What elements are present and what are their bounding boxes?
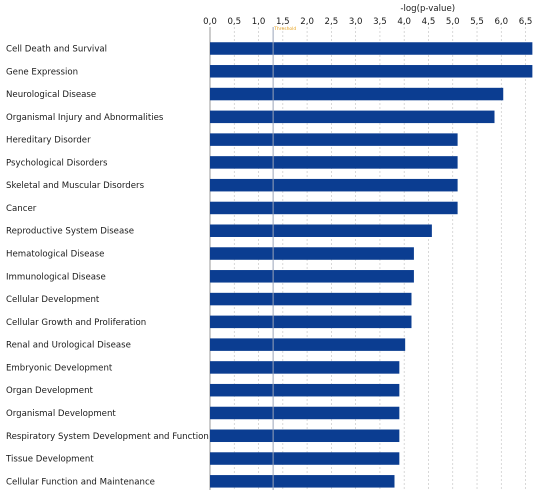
- x-tick-label: 0,0: [203, 17, 217, 27]
- x-tick-label: 2,5: [325, 17, 339, 27]
- category-label: Gene Expression: [6, 67, 78, 77]
- x-tick-label: 6,0: [494, 17, 508, 27]
- category-label: Respiratory System Development and Funct…: [6, 432, 209, 442]
- bar: [210, 178, 458, 192]
- x-tick-label: 1,5: [276, 17, 290, 27]
- x-tick-label: 5,0: [446, 17, 460, 27]
- x-tick-label: 1,0: [252, 17, 266, 27]
- category-label: Cellular Development: [6, 295, 100, 305]
- bar: [210, 429, 400, 443]
- category-label: Organismal Injury and Abnormalities: [6, 113, 164, 123]
- x-axis-ticks: 0,0 0,5 1,0 1,5 2,0 2,5 3,0 3,5 4,0 4,5 5,0 5,5 6,0 6…: [203, 17, 532, 27]
- x-tick-label: 2,0: [300, 17, 314, 27]
- bar: [210, 475, 395, 488]
- bar: [210, 338, 406, 351]
- category-label: Reproductive System Disease: [6, 227, 134, 237]
- category-label: Skeletal and Muscular Disorders: [6, 181, 145, 191]
- category-label: Immunological Disease: [6, 272, 106, 282]
- bar: [210, 361, 400, 374]
- category-label: Embryonic Development: [6, 363, 113, 373]
- category-label: Renal and Urological Disease: [6, 341, 131, 351]
- bar: [210, 270, 414, 283]
- category-label: Hematological Disease: [6, 250, 104, 260]
- category-label: Neurological Disease: [6, 90, 96, 100]
- category-labels: Cell Death and Survival Gene Expression Ne…: [5, 45, 209, 488]
- bar: [210, 156, 458, 169]
- bar: [210, 65, 533, 78]
- x-tick-label: 3,0: [349, 17, 363, 27]
- chart-bars: [210, 42, 533, 488]
- category-label: Cell Death and Survival: [6, 45, 107, 55]
- category-label: Cancer: [6, 204, 37, 214]
- category-label: Psychological Disorders: [6, 158, 108, 168]
- threshold-label: Threshold: [273, 26, 296, 32]
- bar: [210, 315, 412, 329]
- category-label: Tissue Development: [5, 455, 94, 465]
- bar: [210, 87, 504, 101]
- bar: [210, 133, 458, 146]
- bar: [210, 292, 412, 306]
- x-tick-label: 4,0: [397, 17, 411, 27]
- x-tick-label: 3,5: [373, 17, 387, 27]
- x-tick-label: 0,5: [227, 17, 241, 27]
- bar: [210, 201, 458, 215]
- bar: [210, 452, 400, 465]
- bar: [210, 406, 400, 420]
- category-label: Organ Development: [6, 386, 94, 396]
- category-label: Organismal Development: [6, 409, 116, 419]
- threshold-layer: Threshold: [272, 26, 296, 490]
- bar: [210, 224, 432, 237]
- category-label: Cellular Growth and Proliferation: [6, 318, 146, 328]
- x-tick-label: 4,5: [422, 17, 436, 27]
- bar: [210, 383, 400, 397]
- x-tick-label: 6,5: [519, 17, 533, 27]
- bar: [210, 110, 495, 124]
- bar: [210, 42, 533, 55]
- x-axis-title: -log(p-value): [400, 4, 455, 14]
- category-label: Hereditary Disorder: [6, 136, 91, 146]
- category-label: Cellular Function and Maintenance: [6, 477, 155, 487]
- bar: [210, 247, 414, 260]
- x-tick-label: 5,5: [470, 17, 484, 27]
